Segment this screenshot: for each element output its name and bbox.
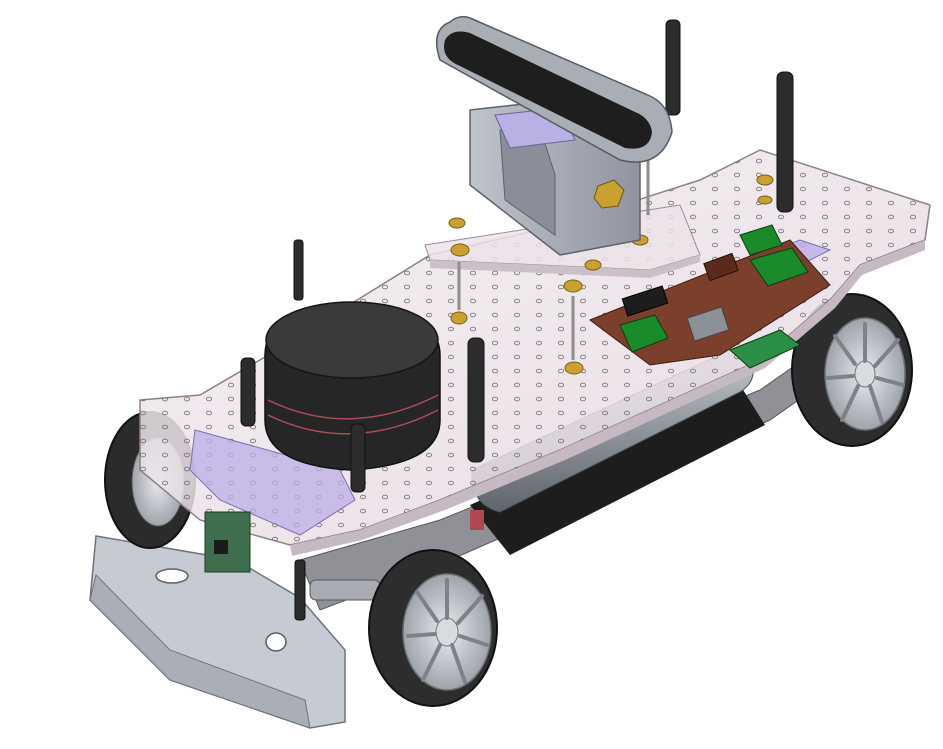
front-camera-board [204,511,251,573]
wheel-front-right [368,549,498,707]
sensor-modules [619,224,809,369]
spring-spacers [448,160,774,375]
lidar-sensor [264,301,441,471]
front-bumper [89,535,346,729]
stereo-camera-assembly [435,15,673,256]
wheel-rear-right [791,293,913,447]
standoff-posts [240,19,794,621]
